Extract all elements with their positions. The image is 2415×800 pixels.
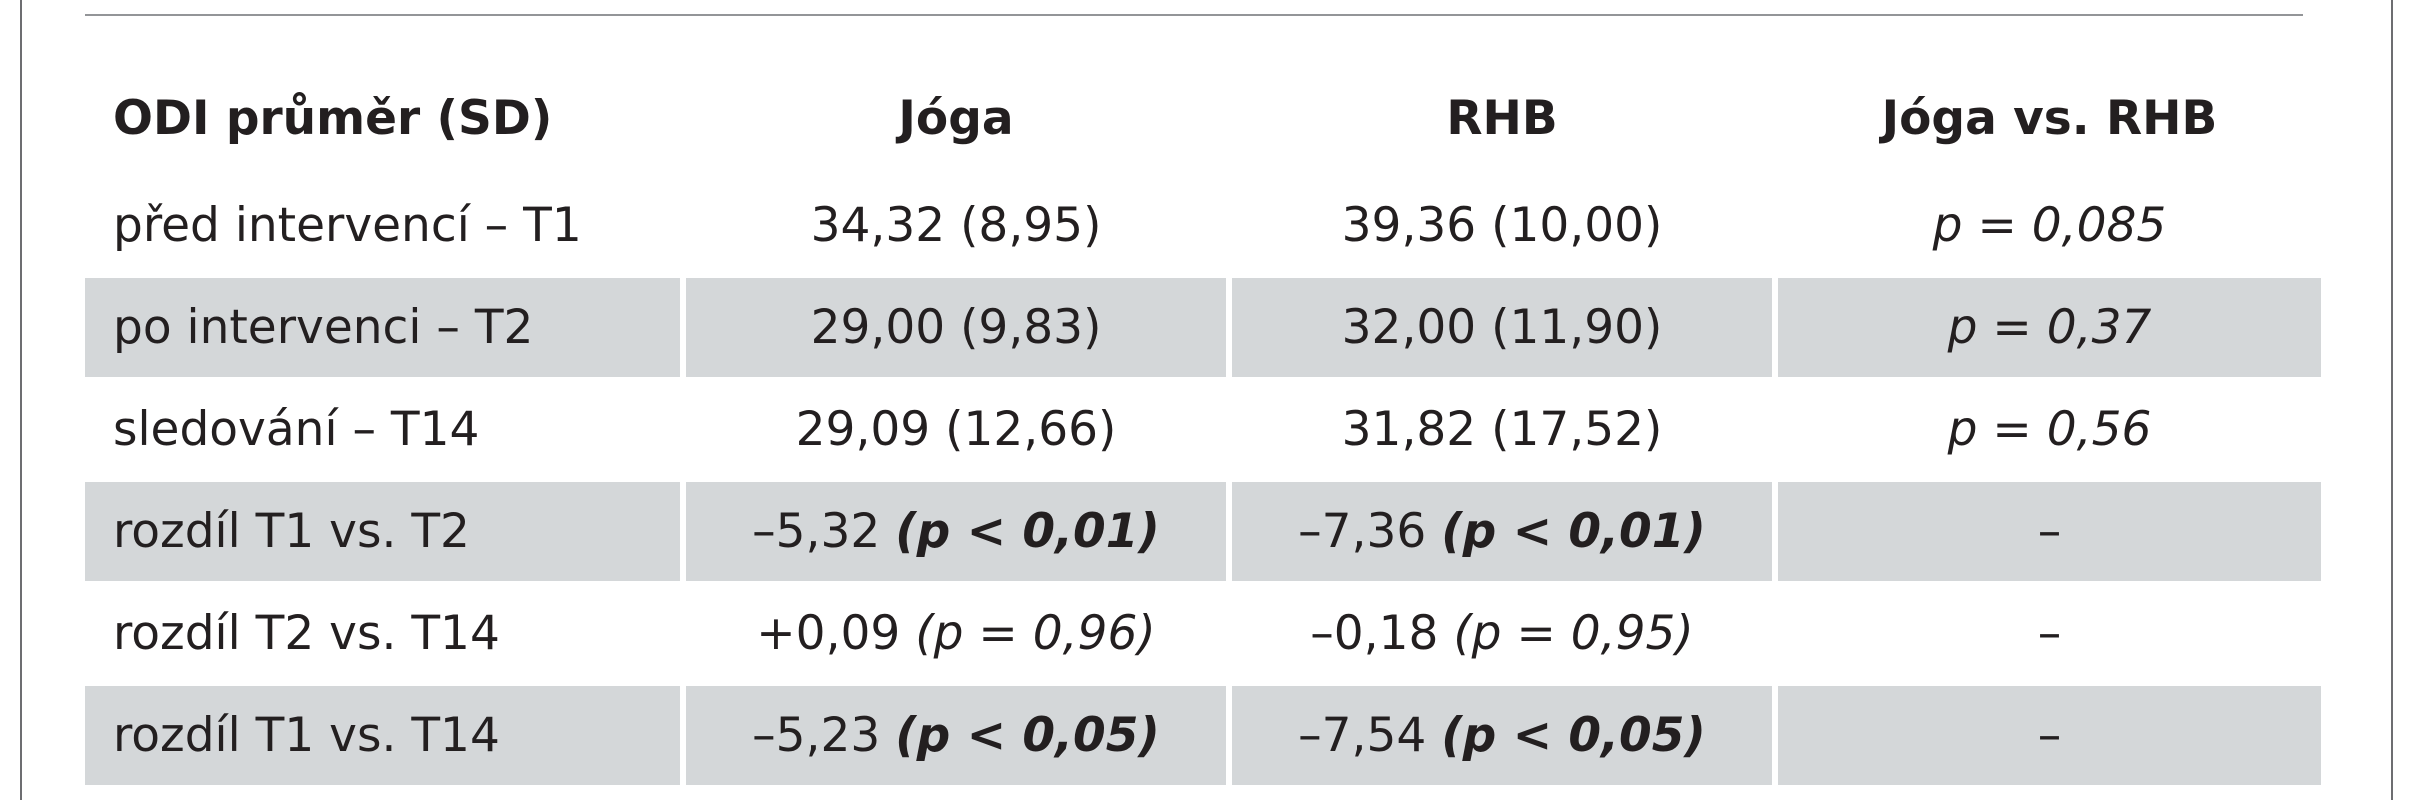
table-row: po intervenci – T2 29,00 (9,83) 32,00 (1… bbox=[85, 278, 2321, 377]
comparison-p-value: – bbox=[1778, 686, 2321, 785]
rhb-value: 31,82 (17,52) bbox=[1341, 402, 1663, 457]
joga-cell: 29,09 (12,66) bbox=[686, 380, 1226, 479]
joga-p-value: (p < 0,01) bbox=[895, 504, 1160, 559]
rhb-cell: 39,36 (10,00) bbox=[1232, 176, 1772, 275]
joga-value: 29,09 (12,66) bbox=[795, 402, 1117, 457]
joga-value: 29,00 (9,83) bbox=[810, 300, 1102, 355]
table-header-row: ODI průměr (SD) Jóga RHB Jóga vs. RHB bbox=[85, 63, 2321, 173]
header-odi-mean: ODI průměr (SD) bbox=[113, 90, 553, 146]
odi-results-table: ODI průměr (SD) Jóga RHB Jóga vs. RHB př… bbox=[79, 60, 2327, 788]
rhb-cell: 31,82 (17,52) bbox=[1232, 380, 1772, 479]
joga-value: –5,23 bbox=[752, 708, 896, 763]
rhb-p-value: (p = 0,95) bbox=[1453, 606, 1694, 661]
comparison-p-value: p = 0,37 bbox=[1778, 278, 2321, 377]
header-joga: Jóga bbox=[898, 90, 1014, 146]
comparison-p-value: p = 0,56 bbox=[1947, 402, 2152, 457]
rhb-cell: 32,00 (11,90) bbox=[1232, 278, 1772, 377]
rhb-cell: –0,18 (p = 0,95) bbox=[1232, 584, 1772, 683]
joga-cell: –5,32 (p < 0,01) bbox=[686, 482, 1226, 581]
joga-cell: 29,00 (9,83) bbox=[686, 278, 1226, 377]
table-row: rozdíl T2 vs. T14 +0,09 (p = 0,96) –0,18… bbox=[85, 584, 2321, 683]
table-row: rozdíl T1 vs. T2 –5,32 (p < 0,01) –7,36 … bbox=[85, 482, 2321, 581]
rhb-cell: –7,54 (p < 0,05) bbox=[1232, 686, 1772, 785]
row-label: sledování – T14 bbox=[113, 402, 480, 457]
joga-value: +0,09 bbox=[756, 606, 916, 661]
comparison-p-value: – bbox=[2037, 606, 2062, 661]
table-row: rozdíl T1 vs. T14 –5,23 (p < 0,05) –7,54… bbox=[85, 686, 2321, 785]
rhb-p-value: (p < 0,01) bbox=[1441, 504, 1706, 559]
header-joga-vs-rhb: Jóga vs. RHB bbox=[1881, 90, 2218, 146]
joga-p-value: (p = 0,96) bbox=[915, 606, 1156, 661]
joga-p-value: (p < 0,05) bbox=[895, 708, 1160, 763]
frame-left-border bbox=[20, 0, 22, 800]
header-rhb: RHB bbox=[1446, 90, 1558, 146]
row-label: po intervenci – T2 bbox=[85, 278, 680, 377]
rhb-cell: –7,36 (p < 0,01) bbox=[1232, 482, 1772, 581]
joga-value: –5,32 bbox=[752, 504, 896, 559]
joga-cell: +0,09 (p = 0,96) bbox=[686, 584, 1226, 683]
row-label: před intervencí – T1 bbox=[113, 198, 582, 253]
rhb-value: 39,36 (10,00) bbox=[1341, 198, 1663, 253]
joga-cell: 34,32 (8,95) bbox=[686, 176, 1226, 275]
table-row: sledování – T14 29,09 (12,66) 31,82 (17,… bbox=[85, 380, 2321, 479]
rhb-value: –7,54 bbox=[1298, 708, 1442, 763]
table-row: před intervencí – T1 34,32 (8,95) 39,36 … bbox=[85, 176, 2321, 275]
comparison-p-value: – bbox=[1778, 482, 2321, 581]
joga-value: 34,32 (8,95) bbox=[810, 198, 1102, 253]
frame-right-border bbox=[2391, 0, 2393, 800]
joga-cell: –5,23 (p < 0,05) bbox=[686, 686, 1226, 785]
rhb-p-value: (p < 0,05) bbox=[1441, 708, 1706, 763]
row-label: rozdíl T1 vs. T2 bbox=[85, 482, 680, 581]
rhb-value: –0,18 bbox=[1310, 606, 1454, 661]
row-label: rozdíl T1 vs. T14 bbox=[85, 686, 680, 785]
rhb-value: 32,00 (11,90) bbox=[1341, 300, 1663, 355]
row-label: rozdíl T2 vs. T14 bbox=[113, 606, 500, 661]
table-top-rule bbox=[85, 14, 2303, 16]
comparison-p-value: p = 0,085 bbox=[1932, 198, 2167, 253]
rhb-value: –7,36 bbox=[1298, 504, 1442, 559]
